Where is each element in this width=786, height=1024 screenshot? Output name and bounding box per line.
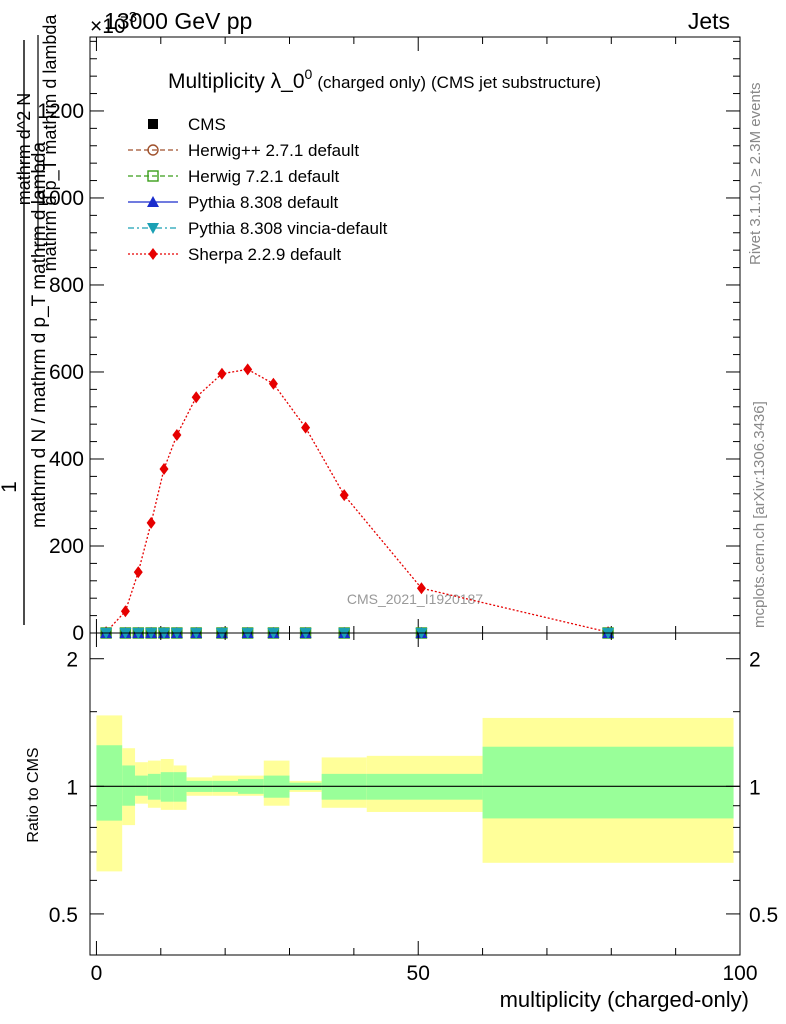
y-label-denominator-2: mathrm d p_T mathrm d lambda: [40, 14, 61, 272]
legend-label: Sherpa 2.2.9 default: [188, 245, 341, 264]
y-label-numerator: 1: [0, 481, 21, 493]
ratio-y-tick-label-right: 1: [749, 776, 761, 799]
stat-band: [482, 746, 734, 819]
sherpa-point: [339, 489, 349, 502]
y-tick-label: 600: [49, 361, 84, 384]
sherpa-line: [105, 368, 609, 633]
legend-marker: [147, 223, 159, 234]
legend-entry: Sherpa 2.2.9 default: [128, 245, 341, 264]
stat-band: [96, 745, 123, 821]
legend-label: Herwig 7.2.1 default: [188, 167, 339, 186]
y-tick-label: 1200: [37, 100, 84, 123]
y-label-denominator: mathrm d N / mathrm d p_T mathrm d lambd…: [29, 142, 50, 529]
sherpa-point: [146, 516, 156, 529]
legend-entry: Herwig 7.2.1 default: [128, 167, 339, 186]
legend-entry: Pythia 8.308 default: [128, 193, 339, 212]
sherpa-point: [416, 582, 426, 595]
y-label-numerator-2: mathrm d^2 N: [14, 93, 34, 205]
x-axis-label: multiplicity (charged-only): [500, 987, 749, 1012]
stat-band: [135, 775, 148, 796]
sherpa-point: [120, 605, 130, 618]
x-tick-label: 0: [91, 962, 103, 985]
x-tick-label: 50: [407, 962, 430, 985]
ratio-y-tick-label-right: 2: [749, 649, 761, 672]
legend-marker: [147, 144, 159, 156]
legend: CMS Herwig++ 2.7.1 default Herwig 7.2.1 de…: [128, 115, 388, 264]
sherpa-point: [301, 421, 311, 434]
legend-marker: [147, 170, 159, 182]
legend-label: Pythia 8.308 default: [188, 193, 339, 212]
sherpa-point: [172, 429, 182, 442]
ratio-plot-frame: [89, 632, 741, 956]
y-tick-label: 200: [49, 535, 84, 558]
y-tick-label: 800: [49, 274, 84, 297]
sherpa-point: [159, 462, 169, 475]
legend-marker: [147, 196, 159, 207]
mcplots-label: mcplots.cern.ch [arXiv:1306.3436]: [751, 401, 768, 628]
ratio-y-tick-label: 0.5: [49, 904, 78, 927]
legend-marker: [148, 248, 158, 260]
sherpa-point: [217, 367, 227, 380]
ratio-axes: 0 50 100 0.5 0.5 1 1 2 2: [49, 633, 778, 985]
ratio-bands: [90, 715, 740, 872]
y-tick-label: 0: [72, 622, 84, 645]
y-tick-label: 1000: [37, 187, 84, 210]
legend-label: Herwig++ 2.7.1 default: [188, 141, 359, 160]
legend-label: CMS: [188, 115, 226, 134]
ratio-y-tick-label-right: 0.5: [749, 904, 778, 927]
sherpa-point: [243, 363, 253, 376]
ratio-y-tick-label: 2: [66, 649, 78, 672]
stat-band: [122, 765, 136, 806]
y-tick-label: 400: [49, 448, 84, 471]
legend-entry: Herwig++ 2.7.1 default: [128, 141, 359, 160]
sherpa-point: [133, 566, 143, 579]
x-tick-label: 100: [722, 962, 757, 985]
y-exponent-label: ×10: [90, 15, 126, 38]
y-exponent-power: −3: [120, 9, 137, 26]
ratio-y-tick-label: 1: [66, 776, 78, 799]
main-y-label: 1 mathrm d N / mathrm d p_T mathrm d lam…: [0, 40, 50, 625]
sherpa-point: [268, 377, 278, 390]
rivet-label: Rivet 3.1.10, ≥ 2.3M events: [747, 83, 764, 266]
main-y-label-inner: mathrm d^2 N mathrm d p_T mathrm d lambd…: [14, 14, 61, 272]
ratio-y-label: Ratio to CMS: [25, 747, 42, 842]
category-label: Jets: [688, 8, 730, 34]
legend-entry: CMS: [148, 115, 226, 134]
sherpa-point: [191, 391, 201, 404]
legend-label: Pythia 8.308 vincia-default: [188, 219, 388, 238]
main-y-axis: 0 200 400 600 800 1000 1200: [37, 40, 740, 645]
legend-marker: [148, 119, 158, 129]
energy-label: 13000 GeV pp: [104, 8, 252, 34]
analysis-watermark: CMS_2021_I1920187: [347, 591, 483, 607]
plot-title: Multiplicity λ_00 (charged only) (CMS jet …: [168, 66, 601, 93]
legend-entry: Pythia 8.308 vincia-default: [128, 219, 388, 238]
